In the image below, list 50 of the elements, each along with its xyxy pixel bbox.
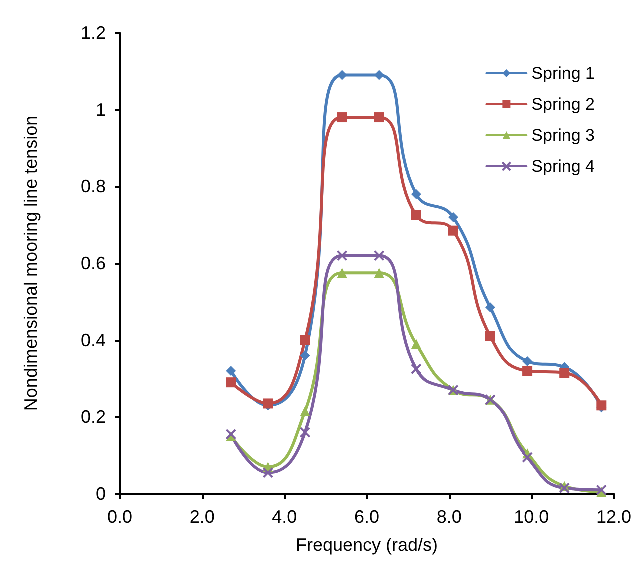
point — [411, 339, 422, 350]
point — [374, 70, 384, 80]
x-tick-label: 12.0 — [596, 507, 632, 527]
point — [560, 368, 570, 378]
point — [522, 356, 533, 366]
point — [300, 335, 310, 346]
point — [410, 364, 422, 375]
point — [374, 112, 384, 123]
point — [226, 378, 236, 388]
point — [262, 467, 274, 478]
x-tick-label: 6.0 — [354, 507, 380, 527]
point — [337, 112, 348, 123]
point — [486, 302, 496, 313]
point — [522, 366, 533, 376]
y-tick-label: 1.2 — [80, 23, 106, 43]
point — [374, 268, 384, 278]
legend-label: Spring 1 — [532, 64, 596, 83]
point — [337, 268, 348, 278]
point — [226, 428, 237, 440]
point — [374, 250, 385, 262]
point — [336, 250, 348, 262]
x-tick-label: 8.0 — [436, 507, 462, 527]
legend-label: Spring 2 — [532, 95, 596, 114]
x-tick-label: 10.0 — [514, 507, 550, 527]
y-tick-label: 0.2 — [80, 407, 106, 428]
y-tick-label: 0 — [96, 484, 106, 504]
point — [411, 189, 422, 200]
point — [226, 366, 236, 376]
point — [300, 406, 310, 416]
x-tick-label: 4.0 — [272, 507, 298, 527]
point — [448, 212, 458, 222]
point — [448, 226, 458, 236]
x-axis-title: Frequency (rad/s) — [296, 535, 438, 555]
point — [337, 70, 348, 80]
y-axis-title: Nondimensional mooring line tension — [21, 116, 41, 412]
point — [411, 210, 422, 220]
y-tick-label: 0.8 — [80, 176, 106, 197]
legend-label: Spring 3 — [532, 126, 596, 145]
point — [300, 350, 310, 361]
y-tick-label: 0.4 — [80, 330, 106, 350]
point — [559, 482, 570, 494]
point — [596, 484, 608, 496]
point — [522, 452, 534, 464]
point — [300, 427, 311, 438]
legend-label: Spring 4 — [532, 157, 596, 176]
y-tick-label: 1 — [96, 100, 106, 120]
point — [486, 331, 496, 342]
x-tick-label: 2.0 — [190, 507, 215, 527]
x-tick-label: 0.0 — [107, 507, 133, 527]
y-tick-label: 0.6 — [80, 254, 106, 274]
